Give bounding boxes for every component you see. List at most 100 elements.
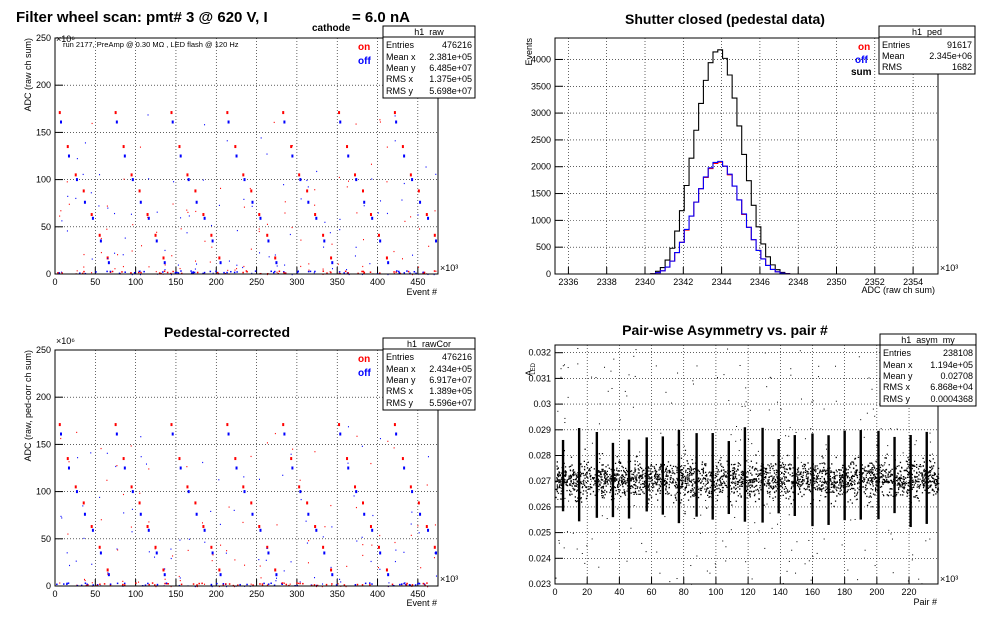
scatter-point <box>91 272 93 274</box>
y-tick-label: 150 <box>36 439 51 449</box>
scatter-point <box>314 204 316 206</box>
scatter-point <box>131 508 133 510</box>
panel-raw-scan: Filter wheel scan: pmt# 3 @ 620 V, I cat… <box>16 9 476 297</box>
on-point <box>433 233 436 237</box>
scatter-point <box>346 186 348 188</box>
cor-stats-name: h1_rawCor <box>407 339 451 349</box>
on-point <box>226 423 229 427</box>
outlier-point <box>676 444 678 446</box>
scatter-point <box>100 447 102 450</box>
scatter-point <box>250 455 252 458</box>
outlier-point <box>591 376 593 378</box>
outlier-point <box>599 461 601 463</box>
asymmetry-spike <box>727 441 730 515</box>
baseline-point <box>237 584 239 586</box>
scatter-point <box>266 223 268 225</box>
scatter-point <box>331 268 333 270</box>
cor-stats-box: h1_rawCor Entries 476216 Mean x 2.434e+0… <box>382 337 476 411</box>
scatter-point <box>322 583 324 585</box>
scatter-point <box>228 506 230 508</box>
outlier-point <box>829 488 831 490</box>
y-tick-label: 2000 <box>531 162 551 172</box>
outlier-point <box>728 400 730 402</box>
baseline-point <box>418 582 421 585</box>
outlier-point <box>725 560 727 562</box>
scatter-point <box>427 585 429 588</box>
off-point <box>427 216 430 220</box>
scatter-point <box>178 575 180 578</box>
raw-stats-label: Mean y <box>386 63 416 73</box>
y-tick-label: 0.023 <box>528 579 551 589</box>
scatter-point <box>233 585 235 588</box>
outlier-point <box>634 375 636 377</box>
ped-stats-value: 2.345e+06 <box>929 51 972 61</box>
scatter-point <box>340 581 342 583</box>
outlier-point <box>795 572 797 574</box>
scatter-point <box>411 273 413 276</box>
baseline-point <box>322 270 325 272</box>
scatter-point <box>155 585 157 588</box>
scatter-point <box>362 554 364 557</box>
scatter-point <box>275 580 277 582</box>
scatter-point <box>249 187 251 190</box>
scatter-point <box>434 524 436 526</box>
scatter-point <box>98 205 100 207</box>
off-point <box>107 261 110 265</box>
outlier-point <box>907 580 909 582</box>
scatter-point <box>66 230 68 232</box>
x-tick-label: 2336 <box>558 277 578 287</box>
scatter-point <box>188 538 190 540</box>
raw-legend-off: off <box>358 56 371 67</box>
raw-xlabel: Event # <box>406 287 437 297</box>
outlier-point <box>676 578 678 580</box>
scatter-point <box>289 583 291 585</box>
baseline-point <box>369 584 371 586</box>
outlier-point <box>772 477 774 479</box>
asym-stats-label: RMS x <box>883 382 911 392</box>
scatter-point <box>386 181 388 183</box>
ped-xlabel: ADC (raw ch sum) <box>861 285 935 295</box>
outlier-point <box>700 532 702 534</box>
scatter-point <box>116 548 118 550</box>
scatter-point <box>314 451 316 453</box>
outlier-point <box>664 516 666 518</box>
x-tick-label: 200 <box>869 587 884 597</box>
outlier-point <box>651 504 653 506</box>
scatter-point <box>426 484 428 486</box>
x-tick-label: 450 <box>410 277 425 287</box>
baseline-point <box>201 582 203 585</box>
outlier-point <box>825 444 827 446</box>
outlier-point <box>880 428 882 430</box>
baseline-point <box>124 271 126 273</box>
cor-stats-label: Entries <box>386 352 415 362</box>
on-point <box>417 501 420 505</box>
outlier-point <box>620 463 622 465</box>
baseline-point <box>285 583 288 586</box>
baseline-point <box>121 584 124 587</box>
baseline-point <box>180 272 183 275</box>
scatter-point <box>259 565 261 567</box>
x-tick-label: 2348 <box>788 277 808 287</box>
ped-legend-sum: sum <box>851 67 872 78</box>
x-tick-label: 60 <box>647 587 657 597</box>
on-point <box>361 501 364 505</box>
outlier-point <box>680 419 682 421</box>
baseline-point <box>216 582 218 585</box>
on-point <box>98 545 101 549</box>
scatter-point <box>298 582 300 584</box>
off-point <box>307 200 310 204</box>
asymmetry-spike <box>827 435 830 525</box>
outlier-point <box>632 406 634 408</box>
baseline-point <box>63 583 65 585</box>
outlier-point <box>675 493 677 495</box>
on-point <box>90 525 93 529</box>
scatter-point <box>99 496 101 499</box>
scatter-point <box>59 215 61 217</box>
baseline-point <box>254 270 257 272</box>
scatter-point <box>204 240 206 242</box>
y-tick-label: 0.028 <box>528 451 551 461</box>
asym-points <box>555 347 940 585</box>
off-point <box>347 154 350 158</box>
asym-stats-name: h1_asym_my <box>901 335 955 345</box>
outlier-point <box>828 473 830 475</box>
